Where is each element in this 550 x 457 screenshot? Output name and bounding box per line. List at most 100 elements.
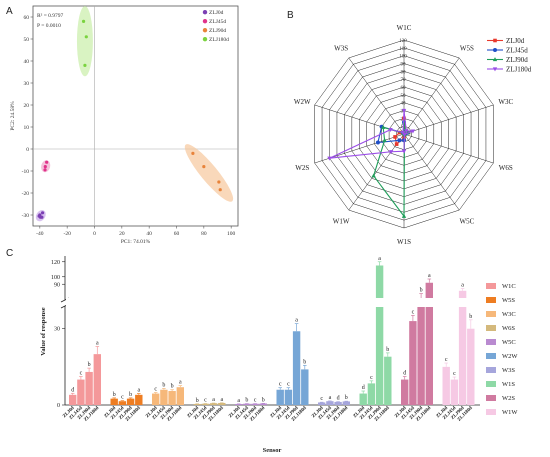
- scatter-point: [83, 63, 87, 67]
- y-tick-label: -30: [22, 213, 30, 219]
- bar: [284, 389, 293, 405]
- bar: [318, 402, 326, 405]
- axis-break-gap: [61, 300, 69, 306]
- legend-marker: [202, 28, 208, 33]
- significance-letter: a: [212, 397, 215, 403]
- radar-point: [401, 149, 407, 154]
- significance-letter: a: [220, 397, 223, 403]
- scatter-point: [84, 35, 88, 39]
- legend-swatch: [486, 311, 496, 317]
- bar: [118, 401, 127, 405]
- scatter-point: [218, 188, 222, 192]
- legend-marker: [202, 10, 208, 15]
- radar-point: [327, 156, 332, 161]
- confidence-ellipse: [76, 6, 93, 77]
- bar: [193, 403, 201, 405]
- significance-letter: b: [345, 395, 348, 401]
- legend-swatch: [486, 283, 496, 289]
- legend-swatch: [486, 297, 496, 303]
- significance-letter: c: [320, 396, 323, 402]
- panel-b: W1CW5SW3CW6SW5CW1SW1WW2SW2WW3S0102030405…: [294, 24, 532, 246]
- significance-letter: b: [245, 398, 248, 404]
- x-tick-label: 20: [119, 231, 125, 237]
- legend-marker: [202, 37, 208, 42]
- bar: [384, 356, 392, 405]
- r-squared-annotation: R² = 0.9797: [37, 13, 64, 19]
- radar-tick-label: 110: [399, 47, 407, 52]
- panel-label-b: B: [287, 10, 294, 21]
- significance-letter: a: [461, 283, 464, 289]
- significance-letter: c: [279, 382, 282, 388]
- significance-letter: c: [154, 387, 157, 393]
- y-tick-label: 120: [51, 260, 60, 266]
- panel-label-a: A: [6, 6, 13, 17]
- y-tick-label: 50: [24, 37, 30, 43]
- scatter-point: [40, 215, 44, 219]
- x-tick-label: -40: [36, 231, 44, 237]
- radar-spoke: [348, 133, 405, 211]
- radar-point: [401, 213, 407, 218]
- y-tick-label: 60: [24, 15, 30, 21]
- radar-point: [404, 129, 409, 134]
- legend-marker: [493, 48, 497, 52]
- radar-point: [397, 138, 402, 143]
- bar: [85, 371, 93, 405]
- radar-spoke: [348, 57, 405, 135]
- bar: [209, 403, 218, 405]
- significance-letter: c: [204, 398, 207, 404]
- y-axis-title: Value of response: [40, 307, 47, 356]
- bar: [292, 331, 301, 405]
- bar: [77, 379, 85, 405]
- radar-tick-label: 80: [401, 70, 407, 75]
- bar: [152, 393, 160, 405]
- legend-label: ZLJ180d: [506, 66, 532, 74]
- radar-axis-label: W3S: [334, 44, 348, 52]
- radar-spoke: [403, 133, 494, 164]
- y-tick-label: 0: [26, 147, 29, 153]
- bar: [243, 403, 251, 405]
- radar-spoke: [403, 57, 460, 135]
- bar: [110, 398, 118, 405]
- radar-tick-label: 50: [401, 94, 407, 99]
- radar-axis-label: W3C: [498, 98, 513, 106]
- legend-label: ZLJ90d: [506, 56, 528, 64]
- bar: [276, 389, 284, 405]
- bar: [467, 328, 475, 405]
- legend-label: ZLJ45d: [506, 47, 528, 55]
- legend-label: W1S: [502, 381, 515, 388]
- x-tick-label: 40: [146, 231, 152, 237]
- bar: [201, 403, 210, 405]
- x-axis-title: PC1: 74.01%: [121, 239, 151, 245]
- panel-a: -40 -20 0 20 40 60 80 100 -30 -20 -10 0 10 20 30 40 50 60…: [10, 5, 239, 245]
- radar-spoke: [403, 104, 494, 135]
- radar-point: [382, 137, 387, 142]
- legend-label: ZLJ0d: [506, 37, 525, 45]
- scatter-point: [43, 168, 47, 172]
- significance-letter: b: [420, 288, 423, 294]
- legend-marker: [202, 19, 208, 24]
- significance-letter: b: [129, 392, 132, 398]
- legend-swatch: [486, 339, 496, 345]
- radar-point: [393, 135, 397, 139]
- bar: [176, 387, 184, 405]
- bar: [425, 282, 433, 405]
- significance-letter: d: [403, 371, 406, 377]
- y-tick-label: 40: [24, 59, 30, 65]
- y-tick-label: 30: [24, 81, 30, 87]
- panel-label-c: C: [6, 248, 13, 259]
- significance-letter: c: [254, 398, 257, 404]
- bar: [93, 354, 101, 405]
- significance-letter: c: [445, 357, 448, 363]
- y-tick-label: 0: [57, 403, 60, 409]
- y-tick-label: 10: [24, 125, 30, 131]
- bar: [342, 401, 350, 405]
- bar: [168, 391, 176, 405]
- bar: [326, 401, 334, 405]
- plot-frame: [32, 5, 239, 227]
- significance-letter: b: [162, 382, 165, 388]
- bar: [235, 403, 243, 405]
- legend-label: W5S: [502, 297, 515, 304]
- y-tick-label: 90: [54, 282, 60, 288]
- radar-axis-label: W6S: [499, 164, 513, 172]
